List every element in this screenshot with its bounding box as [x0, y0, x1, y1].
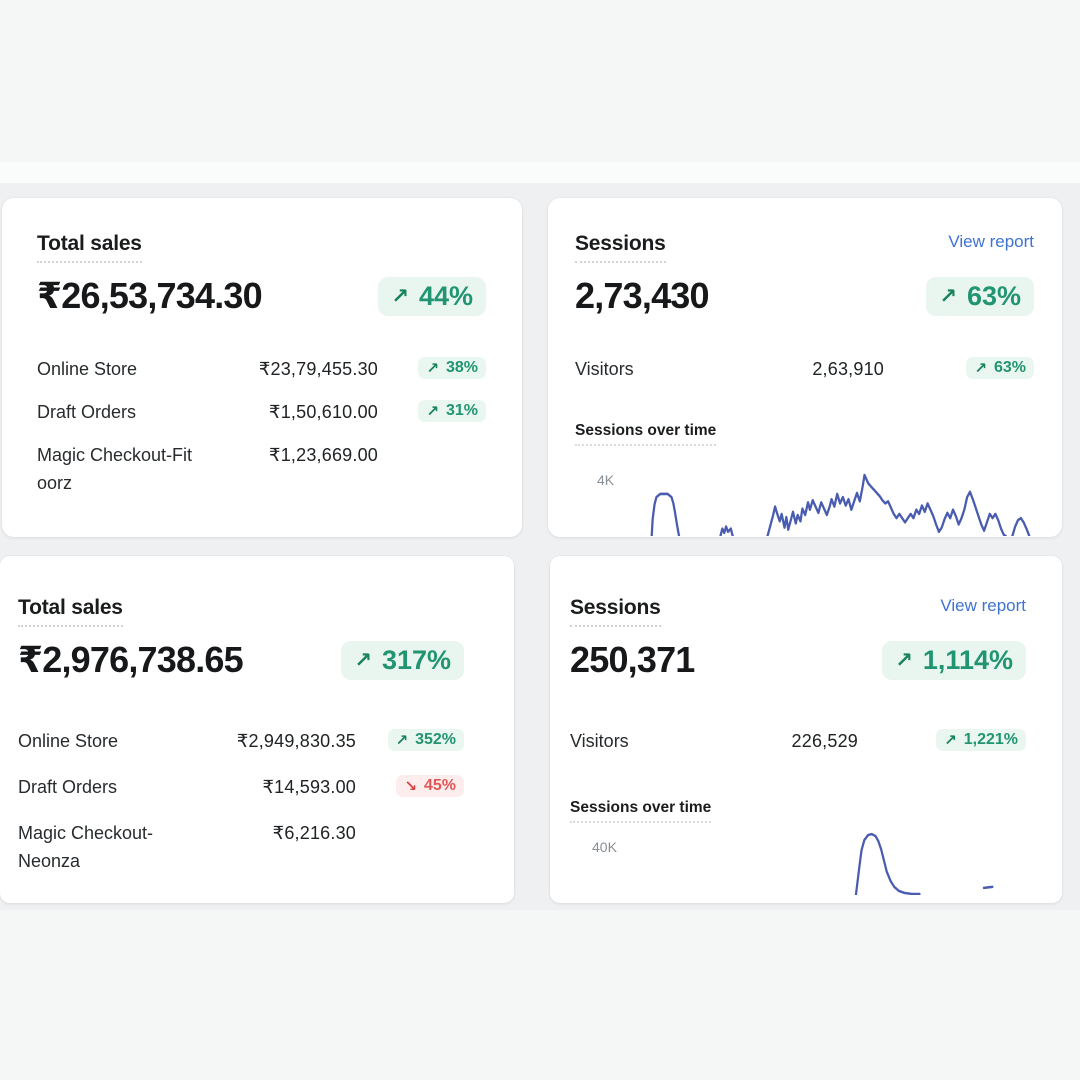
visitors-delta: ↗ 63% [894, 355, 1034, 379]
visitors-label: Visitors [575, 359, 634, 379]
total-sales-delta-badge: ↗ 44% [378, 276, 486, 316]
total-sales-value: ₹2,976,738.65 [18, 639, 244, 680]
view-report-link[interactable]: View report [948, 232, 1034, 251]
channel-delta: ↗ 31% [388, 398, 486, 422]
channel-delta-empty [366, 819, 464, 821]
visitors-label: Visitors [570, 731, 629, 751]
channel-value: ₹6,216.30 [272, 822, 356, 843]
sessions-card-bottom: Sessions View report 250,371 ↗ 1,114% Vi… [550, 556, 1062, 903]
total-sales-value: ₹26,53,734.30 [37, 275, 263, 316]
card-header: Sessions View report [575, 232, 1034, 263]
trend-up-icon: ↗ [426, 402, 439, 420]
trend-down-icon: ↘ [404, 777, 417, 795]
metric-row: Online Store ₹23,79,455.30 ↗ 38% [37, 355, 486, 384]
card-header: Total sales [18, 596, 464, 627]
delta-value: 31% [445, 401, 478, 419]
delta-badge: ↗ 63% [966, 357, 1034, 379]
trend-up-icon: ↗ [895, 648, 913, 672]
delta-value: 1,114% [922, 644, 1013, 675]
trend-up-icon: ↗ [391, 284, 409, 308]
chart-heading[interactable]: Sessions over time [570, 799, 712, 823]
channel-delta: ↗ 38% [388, 355, 486, 379]
channel-label: Draft Orders [37, 401, 137, 422]
delta-badge-negative: ↘ 45% [396, 774, 464, 797]
delta-badge: ↗ 31% [418, 399, 486, 422]
channel-delta-empty [388, 441, 486, 443]
sessions-value: 250,371 [570, 639, 695, 680]
sessions-card-top: Sessions View report 2,73,430 ↗ 63% Visi… [548, 198, 1062, 537]
trend-up-icon: ↗ [944, 732, 957, 749]
primary-value-row: 250,371 ↗ 1,114% [570, 639, 1026, 681]
sessions-delta-badge: ↗ 1,114% [882, 640, 1026, 680]
channel-label: Draft Orders [18, 776, 118, 797]
metric-row: Visitors 2,63,910 ↗ 63% [575, 355, 1034, 384]
delta-badge: ↗ 38% [418, 357, 486, 379]
delta-badge: ↗ 1,221% [936, 729, 1026, 751]
trend-up-icon: ↗ [354, 648, 372, 672]
metric-row: Magic Checkout-Fitoorz ₹1,23,669.00 [37, 441, 486, 499]
background-band [0, 162, 1080, 183]
delta-value: 1,221% [963, 731, 1018, 748]
primary-value-row: ₹2,976,738.65 ↗ 317% [18, 639, 464, 681]
metric-row: Online Store ₹2,949,830.35 ↗ 352% [18, 727, 464, 756]
channel-delta: ↗ 352% [366, 727, 464, 751]
total-sales-card-bottom: Total sales ₹2,976,738.65 ↗ 317% Online … [0, 556, 514, 903]
channel-label: Online Store [37, 359, 138, 379]
total-sales-delta-badge: ↗ 317% [341, 640, 464, 680]
metric-rows: Online Store ₹23,79,455.30 ↗ 38% Draft O… [37, 355, 486, 498]
channel-label: Magic Checkout-Neonza [18, 822, 154, 872]
sessions-delta-badge: ↗ 63% [926, 276, 1034, 316]
trend-up-icon: ↗ [974, 360, 987, 377]
metric-rows: Online Store ₹2,949,830.35 ↗ 352% Draft … [18, 727, 464, 876]
y-axis-tick: 4K [597, 471, 615, 488]
trend-up-icon: ↗ [426, 360, 439, 377]
delta-value: 38% [445, 359, 478, 376]
delta-value: 63% [993, 359, 1026, 376]
delta-value: 352% [415, 731, 456, 748]
sessions-chart: 4K [575, 454, 1034, 536]
delta-value: 44% [418, 280, 473, 311]
sessions-sparkline [650, 473, 1031, 536]
chart-heading[interactable]: Sessions over time [575, 422, 717, 446]
sessions-value: 2,73,430 [575, 275, 710, 316]
channel-delta: ↘ 45% [366, 773, 464, 797]
channel-value: ₹14,593.00 [262, 776, 356, 797]
metric-row: Draft Orders ₹1,50,610.00 ↗ 31% [37, 398, 486, 427]
delta-value: 45% [423, 776, 456, 794]
metric-row: Draft Orders ₹14,593.00 ↘ 45% [18, 773, 464, 802]
card-header: Total sales [37, 232, 486, 263]
visitors-value: 2,63,910 [812, 359, 884, 379]
sessions-sparkline [854, 832, 994, 895]
sessions-chart: 40K [570, 831, 1026, 895]
delta-value: 63% [966, 280, 1021, 311]
channel-label: Magic Checkout-Fitoorz [37, 444, 193, 494]
total-sales-title[interactable]: Total sales [37, 232, 142, 263]
channel-value: ₹23,79,455.30 [258, 359, 378, 379]
metric-rows: Visitors 226,529 ↗ 1,221% [570, 727, 1026, 756]
channel-value: ₹1,50,610.00 [269, 401, 378, 422]
y-axis-tick: 40K [592, 838, 617, 855]
total-sales-title[interactable]: Total sales [18, 596, 123, 627]
channel-value: ₹2,949,830.35 [236, 731, 356, 751]
visitors-value: 226,529 [791, 731, 858, 751]
card-header: Sessions View report [570, 596, 1026, 627]
metric-row: Visitors 226,529 ↗ 1,221% [570, 727, 1026, 756]
trend-up-icon: ↗ [395, 732, 409, 749]
total-sales-card-top: Total sales ₹26,53,734.30 ↗ 44% Online S… [2, 198, 522, 537]
channel-value: ₹1,23,669.00 [269, 444, 378, 465]
delta-value: 317% [381, 644, 451, 675]
metric-row: Magic Checkout-Neonza ₹6,216.30 [18, 819, 464, 877]
sessions-title[interactable]: Sessions [575, 232, 666, 263]
visitors-delta: ↗ 1,221% [868, 727, 1026, 751]
primary-value-row: ₹26,53,734.30 ↗ 44% [37, 275, 486, 317]
sessions-title[interactable]: Sessions [570, 596, 661, 627]
trend-up-icon: ↗ [939, 284, 957, 308]
view-report-link[interactable]: View report [940, 596, 1026, 615]
primary-value-row: 2,73,430 ↗ 63% [575, 275, 1034, 317]
delta-badge: ↗ 352% [387, 729, 464, 751]
channel-label: Online Store [18, 731, 119, 751]
metric-rows: Visitors 2,63,910 ↗ 63% [575, 355, 1034, 384]
